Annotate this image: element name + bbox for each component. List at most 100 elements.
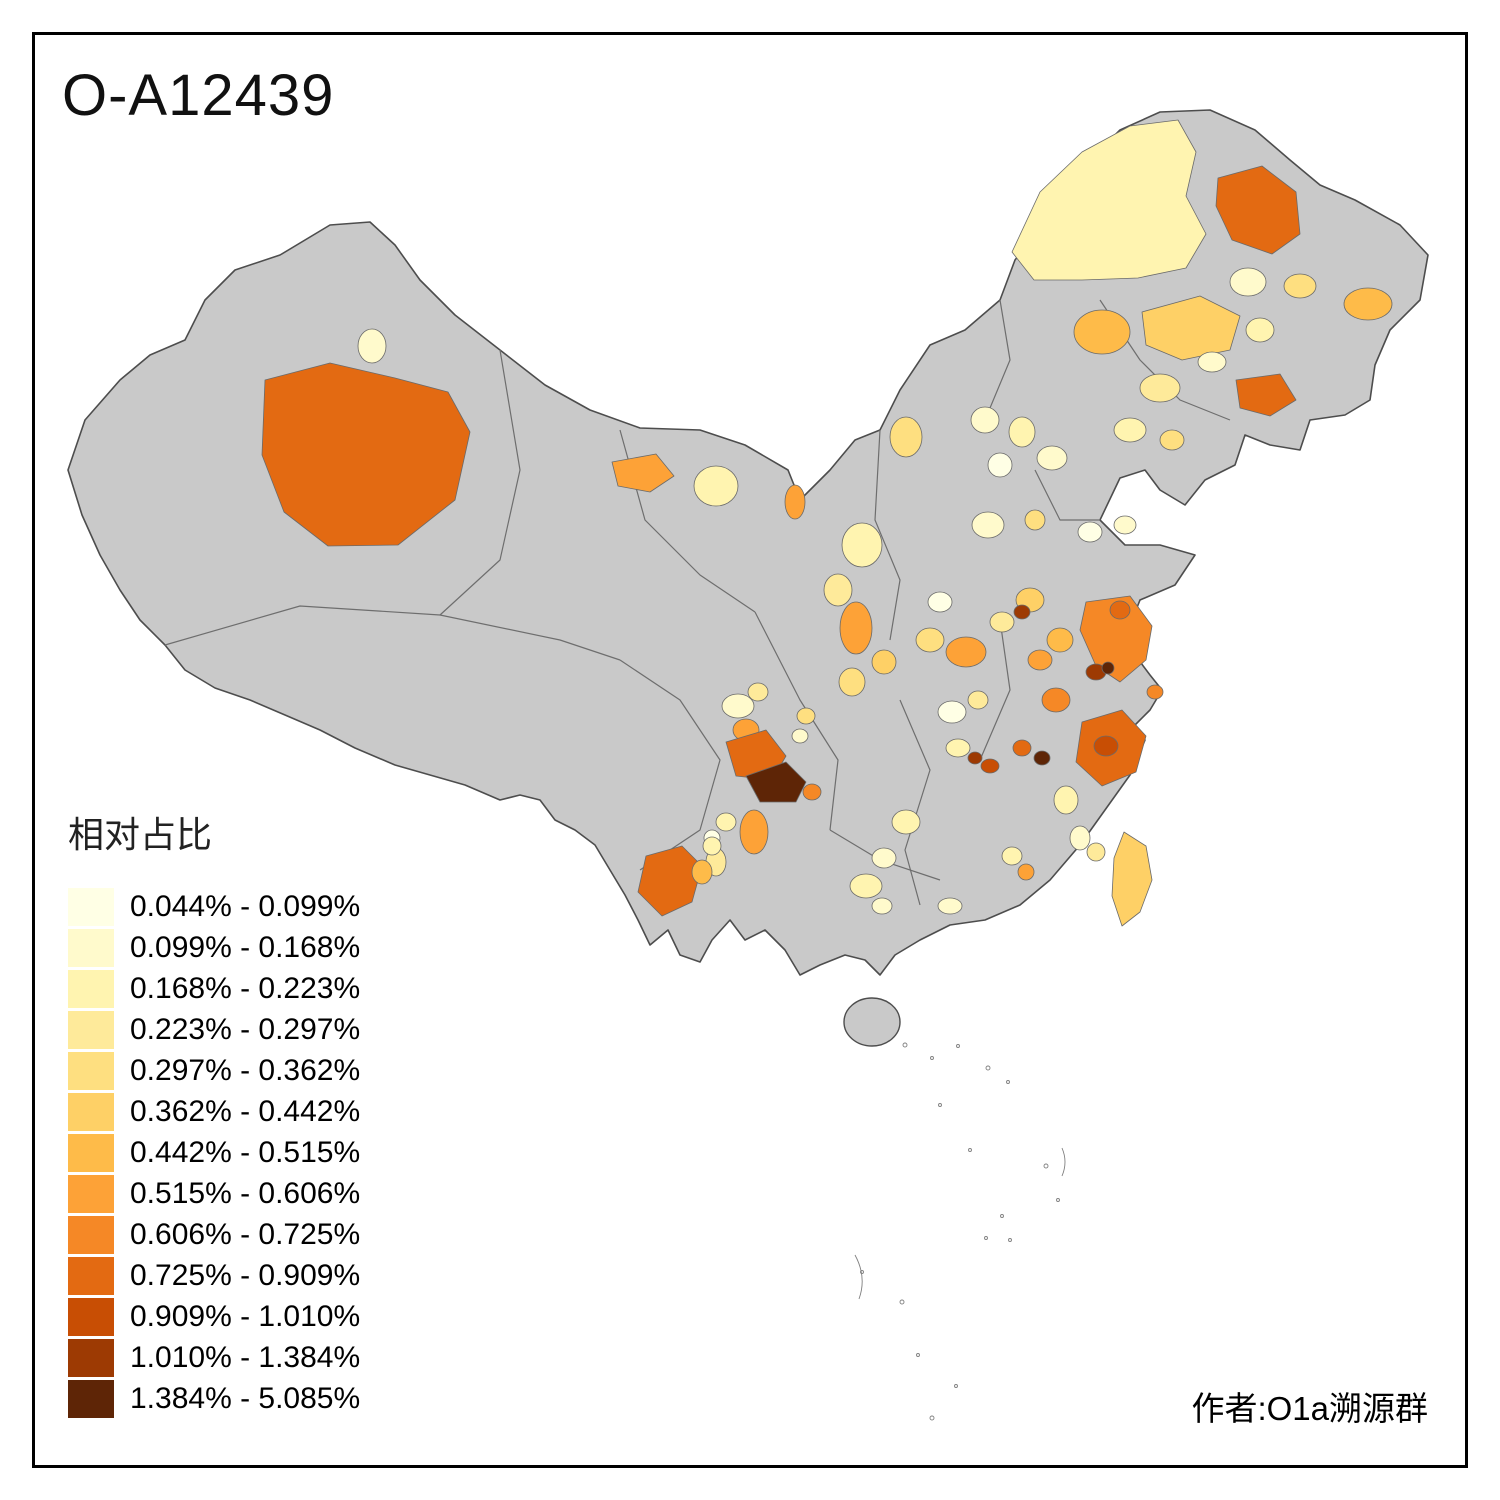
map-region — [945, 738, 971, 758]
islet — [1056, 1198, 1060, 1202]
map-region — [1141, 295, 1241, 361]
map-region — [927, 591, 953, 613]
legend-row: 1.384% - 5.085% — [68, 1380, 360, 1418]
map-region — [937, 700, 967, 724]
map-region — [915, 627, 945, 653]
map-region — [1036, 445, 1068, 471]
map-region — [1069, 825, 1091, 851]
legend-label: 0.442% - 0.515% — [130, 1136, 361, 1169]
map-region — [823, 573, 853, 607]
legend-swatch — [68, 1216, 114, 1254]
legend-label: 0.606% - 0.725% — [130, 1218, 361, 1251]
map-region — [967, 751, 983, 765]
map-region — [796, 707, 816, 725]
legend-swatch — [68, 1298, 114, 1336]
legend-label: 0.099% - 0.168% — [130, 931, 361, 964]
map-region — [611, 453, 675, 493]
province-boundary — [619, 659, 721, 871]
map-region — [1011, 119, 1207, 281]
map-region — [747, 682, 769, 702]
islet — [954, 1384, 958, 1388]
islet — [985, 1065, 991, 1071]
legend-label: 0.515% - 0.606% — [130, 1177, 361, 1210]
map-region — [980, 758, 1000, 774]
province-boundary — [754, 611, 839, 831]
map-region — [1109, 600, 1131, 620]
legend-row: 0.099% - 0.168% — [68, 929, 360, 967]
legend-label: 0.297% - 0.362% — [130, 1054, 361, 1087]
map-region — [970, 406, 1000, 434]
map-region — [784, 484, 806, 520]
islet — [930, 1056, 934, 1060]
map-region — [1012, 739, 1032, 757]
legend-swatch — [68, 1052, 114, 1090]
legend-row: 0.515% - 0.606% — [68, 1175, 360, 1213]
legend-swatch — [68, 1093, 114, 1131]
islet — [899, 1299, 905, 1305]
attribution: 作者:O1a溯源群 — [1191, 1390, 1428, 1427]
province-boundaries — [164, 299, 1231, 906]
legend-swatch — [68, 929, 114, 967]
map-region — [1013, 604, 1031, 620]
islet — [1000, 1214, 1004, 1218]
map-region — [987, 452, 1013, 478]
province-boundary — [164, 605, 621, 661]
hainan-island — [843, 997, 901, 1047]
map-region — [841, 522, 883, 568]
map-region — [849, 873, 883, 899]
map-region — [691, 859, 713, 885]
map-region — [945, 636, 987, 668]
map-region — [838, 667, 866, 697]
map-region — [871, 897, 893, 915]
map-region — [357, 328, 387, 364]
map-region — [871, 847, 897, 869]
legend-label: 1.010% - 1.384% — [130, 1341, 361, 1374]
page-title: O-A12439 — [62, 63, 335, 128]
map-region — [791, 728, 809, 744]
map-region — [1027, 649, 1053, 671]
legend-label: 0.362% - 0.442% — [130, 1095, 361, 1128]
map-region — [1041, 687, 1071, 713]
legend-row: 0.168% - 0.223% — [68, 970, 360, 1008]
map-region — [693, 465, 739, 507]
map-region — [1245, 317, 1275, 343]
legend-row: 0.297% - 0.362% — [68, 1052, 360, 1090]
map-region — [937, 897, 963, 915]
legend-label: 0.223% - 0.297% — [130, 1013, 361, 1046]
legend-label: 0.044% - 0.099% — [130, 890, 361, 923]
legend-swatch — [68, 888, 114, 926]
map-region — [1146, 684, 1164, 700]
islet — [916, 1353, 920, 1357]
map-region — [1197, 351, 1227, 373]
legend-row: 0.223% - 0.297% — [68, 1011, 360, 1049]
legend-swatch — [68, 970, 114, 1008]
legend-row: 0.442% - 0.515% — [68, 1134, 360, 1172]
map-region — [871, 649, 897, 675]
south-china-sea-islands — [854, 1042, 1066, 1421]
map-region — [745, 761, 807, 803]
map-region — [721, 693, 755, 719]
map-region — [1008, 416, 1036, 448]
legend-row: 1.010% - 1.384% — [68, 1339, 360, 1377]
map-region — [1046, 627, 1074, 653]
map-region — [1093, 735, 1119, 757]
legend-label: 0.725% - 0.909% — [130, 1259, 361, 1292]
legend-swatch — [68, 1011, 114, 1049]
map-region — [1077, 521, 1103, 543]
legend: 相对占比 0.044% - 0.099% 0.099% - 0.168% 0.1… — [68, 806, 360, 1421]
map-region — [1017, 863, 1035, 881]
map-region — [739, 809, 769, 855]
map-region — [967, 690, 989, 710]
legend-title: 相对占比 — [68, 814, 213, 855]
map-region — [1086, 842, 1106, 862]
islet — [984, 1236, 988, 1240]
province-boundary — [1034, 469, 1100, 521]
legend-swatch — [68, 1257, 114, 1295]
islet — [956, 1044, 960, 1048]
map-region — [1101, 661, 1115, 675]
map-region — [1159, 429, 1185, 451]
map-region — [1001, 846, 1023, 866]
map-region — [971, 511, 1005, 539]
legend-swatch — [68, 1339, 114, 1377]
